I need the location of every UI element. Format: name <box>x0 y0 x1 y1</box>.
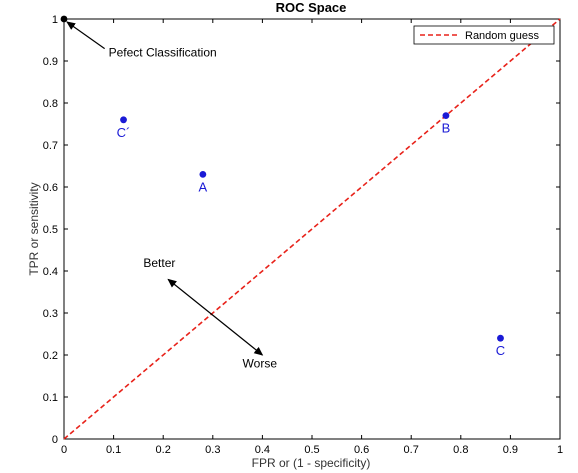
y-tick-label: 0.7 <box>43 140 58 152</box>
data-point-label: C <box>496 343 505 358</box>
data-point <box>442 112 450 119</box>
x-axis-label: FPR or (1 - specificity) <box>252 456 371 470</box>
x-tick-label: 0.4 <box>255 444 270 456</box>
worse-label: Worse <box>243 357 278 371</box>
data-point-label: B <box>442 121 451 136</box>
better-worse-arrow <box>167 278 264 356</box>
data-point <box>60 15 68 23</box>
y-tick-label: 1 <box>52 14 58 26</box>
data-point-label: A <box>199 179 208 194</box>
x-tick-label: 0 <box>61 444 67 456</box>
perfect-classification-label: Pefect Classification <box>109 46 217 60</box>
y-tick-label: 0.3 <box>43 308 58 320</box>
y-tick-label: 0.1 <box>43 392 58 404</box>
legend-box <box>413 25 555 45</box>
data-point <box>120 116 127 124</box>
y-tick-label: 0.5 <box>43 224 58 236</box>
x-tick-label: 0.7 <box>404 444 419 456</box>
y-axis-label: TPR or sensitivity <box>27 182 41 275</box>
x-tick-label: 0.1 <box>106 444 121 456</box>
y-tick-label: 0.4 <box>43 266 58 278</box>
data-point <box>497 334 504 342</box>
chart-title: ROC Space <box>276 0 347 15</box>
x-axis-ticks: 0 0.1 0.2 0.3 0.4 0.5 0.6 0.7 0.8 0.9 1 <box>61 19 563 456</box>
y-tick-label: 0.9 <box>43 56 58 68</box>
legend: Random guess <box>413 25 555 45</box>
y-tick-label: 0 <box>52 434 58 446</box>
x-tick-label: 0.3 <box>205 444 220 456</box>
data-point-label: C´ <box>117 125 131 140</box>
random-guess-line <box>63 18 561 440</box>
data-point <box>199 171 207 178</box>
legend-label-random-guess: Random guess <box>465 30 539 42</box>
x-tick-label: 0.2 <box>156 444 171 456</box>
x-tick-label: 0.5 <box>304 444 319 456</box>
x-tick-label: 0.9 <box>503 444 518 456</box>
x-tick-label: 0.6 <box>354 444 369 456</box>
perfect-classification-arrow <box>66 21 105 50</box>
y-axis-ticks: 0 0.1 0.2 0.3 0.4 0.5 0.6 0.7 0.8 0.9 1 <box>43 14 560 446</box>
x-tick-label: 0.8 <box>453 444 468 456</box>
y-tick-label: 0.8 <box>43 98 58 110</box>
y-tick-label: 0.2 <box>43 350 58 362</box>
better-label: Better <box>143 256 175 270</box>
data-points: A B C C´ <box>60 15 505 358</box>
x-tick-label: 1 <box>557 444 563 456</box>
y-tick-label: 0.6 <box>43 182 58 194</box>
